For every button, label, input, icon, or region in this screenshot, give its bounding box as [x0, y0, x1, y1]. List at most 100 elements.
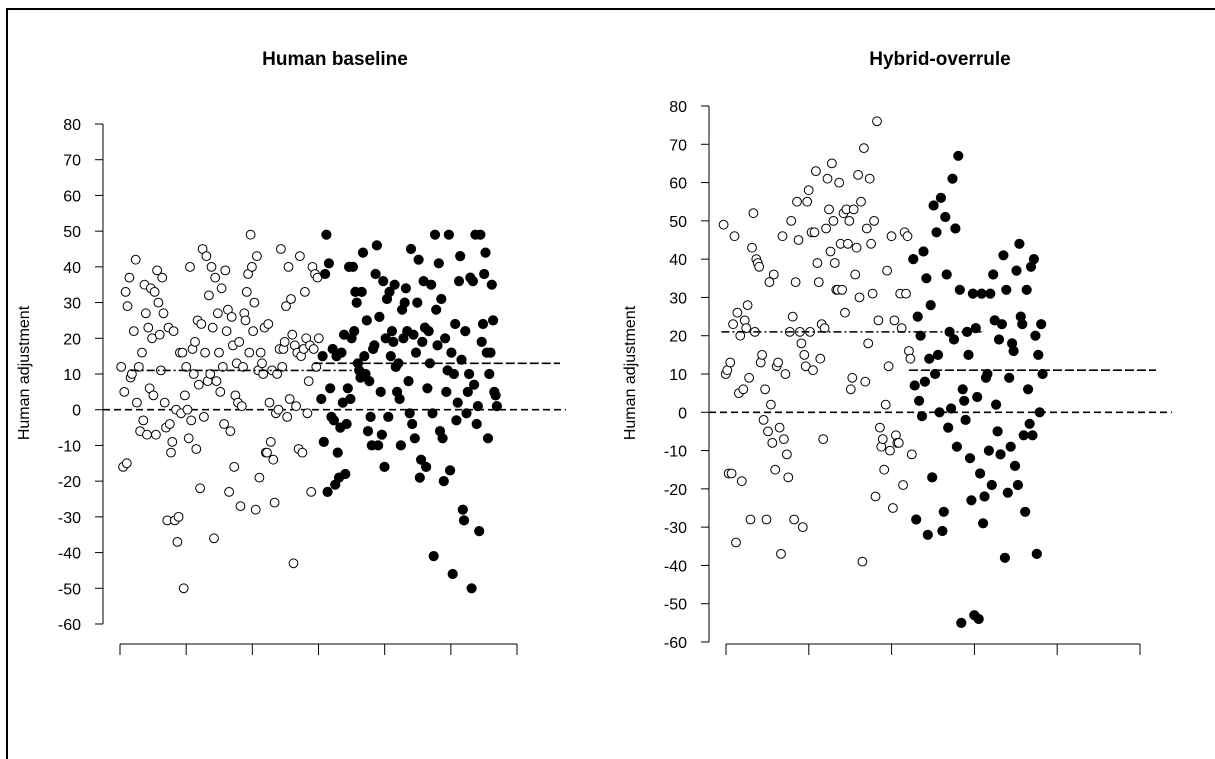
data-point-filled	[385, 351, 396, 362]
data-point-filled	[975, 468, 986, 479]
data-point-open	[763, 426, 773, 437]
data-point-filled	[394, 393, 405, 405]
data-point-filled	[378, 276, 389, 287]
data-point-open	[857, 556, 868, 567]
data-point-filled	[991, 399, 1002, 410]
data-point-open	[116, 362, 127, 372]
data-point-open	[247, 262, 257, 272]
data-point-filled	[399, 297, 410, 308]
data-point-filled	[351, 297, 362, 308]
y-tick-label: 20	[63, 331, 81, 348]
y-tick-label: 80	[63, 117, 81, 134]
data-point-open	[886, 231, 897, 242]
data-point-open	[859, 143, 869, 154]
data-point-filled	[1031, 548, 1042, 560]
data-point-open	[728, 319, 738, 330]
data-point-open	[217, 362, 228, 372]
data-point-open	[211, 376, 222, 387]
data-point-open	[254, 472, 265, 483]
data-point-filled	[488, 315, 499, 326]
data-point-filled	[456, 354, 467, 365]
data-point-filled	[482, 433, 494, 444]
data-point-filled	[1008, 345, 1019, 357]
data-point-open	[808, 365, 818, 376]
data-point-filled	[972, 391, 983, 403]
data-point-open	[893, 438, 904, 448]
data-point-open	[173, 512, 184, 522]
data-point-filled	[427, 408, 438, 419]
chart-title: Human baseline	[262, 49, 408, 70]
data-point-filled	[325, 383, 336, 394]
data-point-open	[225, 426, 236, 437]
data-point-filled	[359, 351, 370, 362]
y-tick-label: 60	[669, 176, 687, 193]
data-point-filled	[464, 368, 475, 380]
data-point-open	[153, 297, 164, 308]
data-point-filled	[349, 326, 360, 337]
data-point-filled	[953, 150, 964, 161]
data-point-open	[143, 322, 154, 333]
data-point-open	[124, 272, 135, 283]
data-point-filled	[379, 461, 390, 472]
data-point-open	[742, 300, 753, 311]
data-point-filled	[959, 395, 970, 406]
data-point-filled	[421, 461, 432, 472]
data-point-filled	[921, 273, 932, 284]
data-point-filled	[986, 479, 997, 491]
data-point-open	[718, 219, 729, 230]
data-point-open	[848, 204, 859, 215]
data-point-filled	[918, 246, 929, 257]
data-point-open	[738, 384, 749, 395]
data-point-open	[283, 262, 294, 272]
data-point-open	[818, 434, 829, 445]
data-point-open	[205, 369, 216, 379]
data-point-open	[151, 429, 161, 440]
figure-frame	[6, 8, 1215, 759]
data-point-open	[206, 262, 217, 272]
data-point-filled	[471, 418, 482, 430]
data-point-open	[201, 251, 212, 262]
data-point-open	[789, 514, 799, 525]
data-point-filled	[486, 279, 497, 290]
data-point-open	[212, 308, 223, 319]
data-point-open	[177, 347, 188, 358]
data-point-open	[119, 387, 130, 397]
data-point-filled	[441, 386, 452, 397]
data-point-open	[761, 514, 772, 525]
data-point-filled	[490, 390, 501, 401]
data-point-filled	[480, 247, 491, 258]
data-point-filled	[404, 408, 415, 419]
data-point-open	[199, 412, 209, 422]
data-point-open	[273, 404, 284, 415]
data-point-open	[882, 265, 892, 276]
data-point-filled	[320, 268, 331, 280]
data-point-filled	[410, 347, 422, 358]
data-point-open	[268, 454, 279, 465]
data-point-open	[121, 458, 132, 469]
data-point-filled	[960, 414, 971, 425]
data-point-filled	[347, 261, 358, 272]
data-point-filled	[1027, 430, 1038, 441]
data-point-open	[224, 487, 235, 497]
data-point-filled	[361, 315, 372, 326]
data-point-filled	[407, 418, 418, 430]
data-point-open	[185, 262, 195, 272]
data-point-filled	[927, 472, 938, 483]
data-point-open	[291, 401, 302, 412]
data-point-open	[306, 487, 317, 497]
data-point-open	[813, 277, 824, 288]
data-point-filled	[476, 336, 487, 347]
data-point-open	[235, 501, 246, 512]
data-point-open	[815, 353, 826, 364]
data-point-open	[796, 338, 807, 349]
data-point-filled	[328, 415, 339, 426]
data-point-open	[870, 491, 881, 502]
data-point-open	[787, 311, 798, 322]
data-point-filled	[992, 426, 1003, 437]
data-point-open	[272, 369, 283, 379]
data-point-open	[774, 422, 785, 433]
data-point-open	[250, 504, 261, 515]
data-point-open	[183, 433, 194, 444]
data-point-filled	[417, 336, 428, 347]
data-point-open	[731, 537, 741, 548]
